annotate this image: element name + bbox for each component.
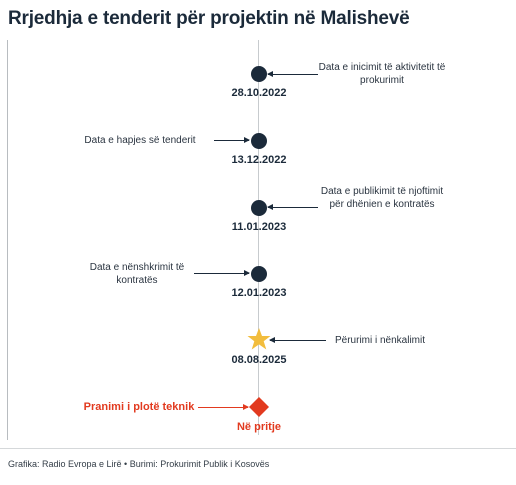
timeline-marker-circle xyxy=(251,266,267,282)
connector-arrow xyxy=(214,137,250,143)
connector-arrow xyxy=(267,71,318,77)
event-label: Data e nënshkrimit të kontratës xyxy=(89,262,185,286)
event-date: 28.10.2022 xyxy=(231,87,287,99)
pending-status: Në pritje xyxy=(236,421,281,433)
diamond-icon xyxy=(249,397,269,417)
timeline-marker-circle xyxy=(251,200,267,216)
event-date: 08.08.2025 xyxy=(231,354,287,366)
left-divider xyxy=(7,40,8,440)
timeline-marker-circle xyxy=(251,133,267,149)
chart-title: Rrjedhja e tenderit për projektin në Mal… xyxy=(8,8,410,29)
event-date: 12.01.2023 xyxy=(231,287,287,299)
connector-arrow xyxy=(194,270,250,276)
diamond-shape xyxy=(249,397,269,417)
timeline-axis xyxy=(258,40,259,435)
event-date: 11.01.2023 xyxy=(231,221,287,233)
event-label: Data e inicimit të aktivitetit të prokur… xyxy=(318,62,446,86)
connector-arrow xyxy=(198,404,249,410)
source-caption: Grafika: Radio Evropa e Lirë • Burimi: P… xyxy=(8,459,270,469)
timeline-marker-circle xyxy=(251,66,267,82)
event-label: Përurimi i nënkalimit xyxy=(334,335,426,346)
star-icon xyxy=(247,327,271,351)
star-shape xyxy=(247,328,271,350)
event-label: Data e hapjes së tenderit xyxy=(84,135,196,146)
event-label: Data e publikimit të njoftimit për dhëni… xyxy=(320,186,444,210)
event-date: 13.12.2022 xyxy=(231,154,287,166)
event-label-pending: Pranimi i plotë teknik xyxy=(83,401,195,413)
footer-divider xyxy=(0,448,516,449)
connector-arrow xyxy=(267,204,318,210)
connector-arrow xyxy=(269,337,326,343)
